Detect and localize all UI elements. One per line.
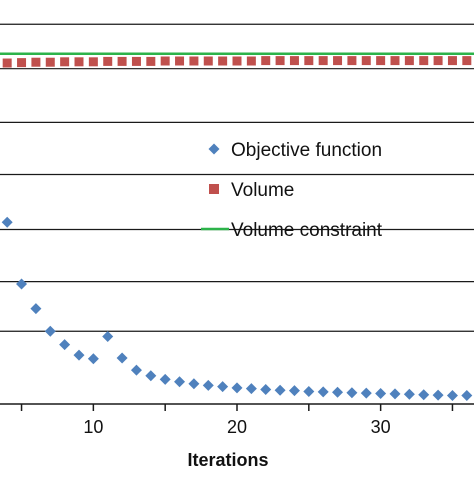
volume-point-16 (232, 56, 242, 66)
legend-label-1: Volume (231, 180, 294, 201)
volume-point-15 (218, 56, 228, 66)
legend: Objective function Volume Volume constrain… (201, 140, 383, 241)
volume-point-30 (433, 56, 443, 66)
objective-point-26 (375, 387, 387, 399)
legend-label-0: Objective function (231, 140, 382, 161)
objective-point-32 (461, 390, 473, 402)
objective-point-30 (432, 389, 444, 401)
volume-point-6 (88, 57, 98, 67)
objective-point-13 (188, 378, 200, 390)
objective-point-19 (274, 384, 286, 396)
objective-point-22 (317, 386, 329, 398)
volume-point-20 (289, 56, 299, 66)
volume-point-29 (419, 56, 429, 66)
volume-point-17 (246, 56, 256, 66)
objective-point-4 (59, 339, 71, 351)
volume-point-0 (2, 58, 12, 68)
objective-point-31 (446, 390, 458, 402)
legend-objective-marker (208, 143, 220, 155)
volume-point-24 (347, 56, 357, 66)
objective-point-7 (102, 331, 114, 343)
objective-point-8 (116, 352, 128, 364)
objective-point-27 (389, 388, 401, 400)
volume-point-23 (333, 56, 343, 66)
volume-point-3 (45, 57, 55, 67)
objective-point-24 (346, 387, 358, 399)
gridlines (0, 23, 474, 332)
volume-point-27 (390, 56, 400, 66)
series-0 (1, 216, 473, 402)
volume-point-26 (376, 56, 386, 66)
objective-point-28 (403, 388, 415, 400)
x-axis-title: Iterations (187, 450, 268, 470)
x-tick-label-1: 20 (227, 417, 247, 437)
volume-point-25 (361, 56, 371, 66)
objective-point-0 (1, 216, 13, 228)
objective-point-15 (217, 381, 229, 393)
objective-point-10 (145, 370, 157, 382)
volume-point-18 (261, 56, 271, 66)
objective-point-2 (30, 303, 42, 315)
objective-point-25 (360, 387, 372, 399)
series-1 (2, 56, 472, 68)
legend-label-2: Volume constraint (231, 220, 383, 241)
objective-point-29 (418, 389, 430, 401)
volume-point-4 (60, 57, 70, 67)
objective-point-1 (16, 278, 28, 290)
volume-point-31 (447, 56, 457, 66)
objective-point-5 (73, 349, 85, 361)
objective-point-20 (288, 385, 300, 397)
objective-point-14 (202, 379, 214, 391)
volume-point-8 (117, 56, 127, 66)
volume-point-28 (404, 56, 414, 66)
objective-point-17 (245, 383, 257, 395)
objective-point-9 (130, 364, 142, 376)
objective-point-11 (159, 373, 171, 385)
volume-point-13 (189, 56, 199, 66)
volume-point-5 (74, 57, 84, 67)
objective-point-21 (303, 385, 315, 397)
volume-point-21 (304, 56, 314, 66)
volume-point-7 (103, 56, 113, 66)
volume-point-1 (17, 58, 27, 68)
objective-point-3 (44, 325, 56, 337)
objective-point-16 (231, 382, 243, 394)
legend-volume-marker (209, 184, 219, 194)
volume-point-10 (146, 56, 156, 66)
volume-point-9 (131, 56, 141, 66)
plot-series (0, 52, 474, 402)
x-tick-label-0: 10 (83, 417, 103, 437)
objective-point-23 (332, 386, 344, 398)
x-axis: 10 20 30 (0, 403, 474, 437)
objective-point-6 (87, 353, 99, 365)
volume-point-2 (31, 57, 41, 67)
volume-point-22 (318, 56, 328, 66)
volume-point-32 (462, 56, 472, 66)
objective-point-18 (260, 383, 272, 395)
volume-point-19 (275, 56, 285, 66)
volume-point-14 (203, 56, 213, 66)
x-tick-label-2: 30 (371, 417, 391, 437)
objective-point-12 (174, 376, 186, 388)
volume-point-11 (160, 56, 170, 66)
volume-point-12 (175, 56, 185, 66)
